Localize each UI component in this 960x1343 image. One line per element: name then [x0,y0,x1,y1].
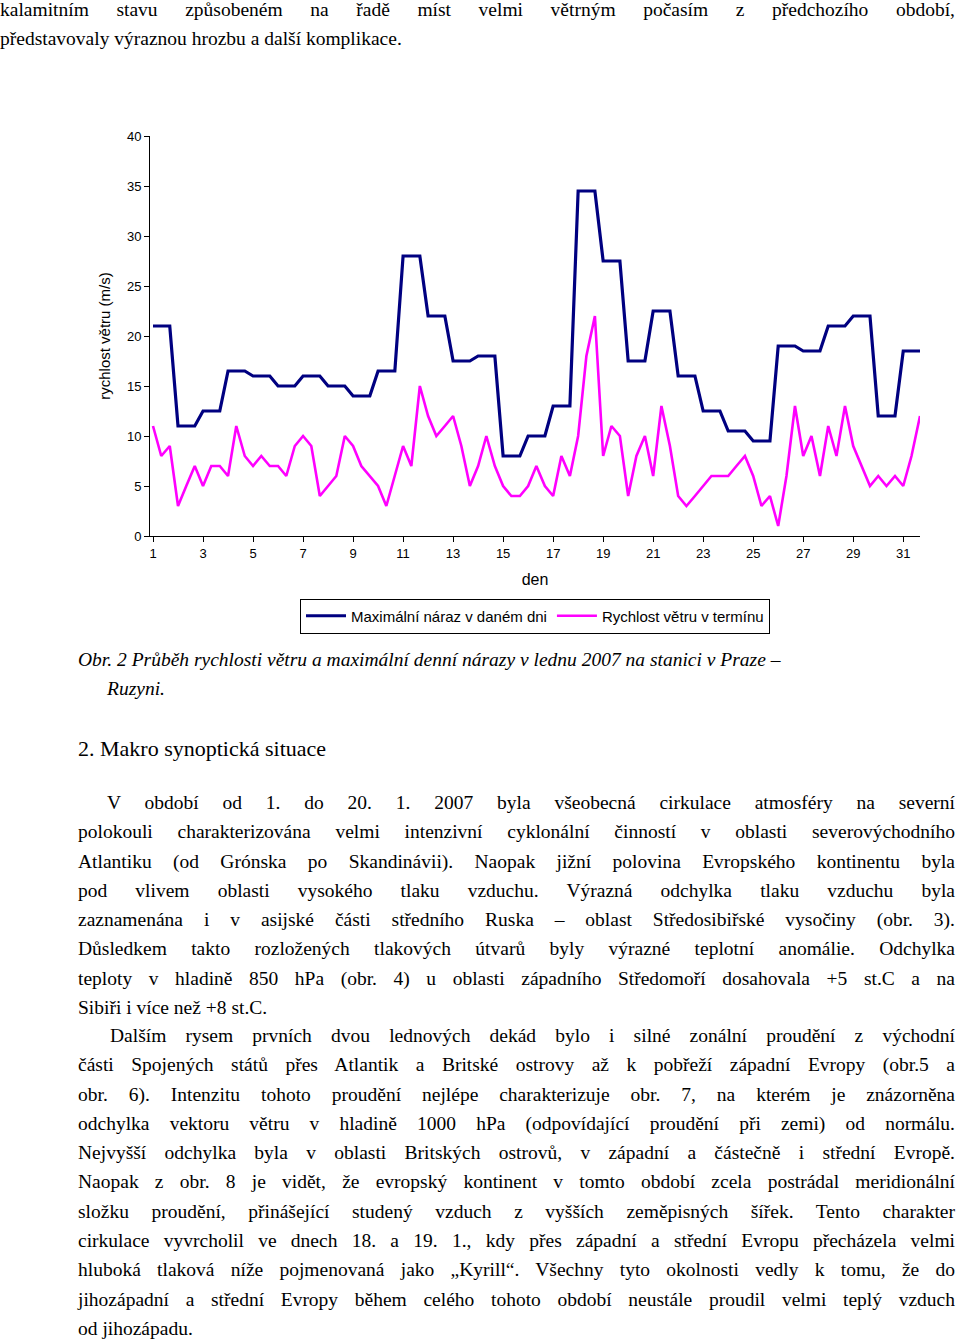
html-text:části Spojených států přes Atl: části Spojených států přes Atlantik a Br… [78,1054,955,1076]
svg-text:29: 29 [846,546,860,561]
html-text:teploty v hladině 850 hPa (obr: teploty v hladině 850 hPa (obr. 4) u obl… [78,967,955,989]
svg-text:31: 31 [896,546,910,561]
html-text:2. Makro synoptická situace: 2. Makro synoptická situace [78,736,327,761]
html-text:Obr. 2 Průběh rychlosti větru: Obr. 2 Průběh rychlosti větru a maximáln… [78,649,781,670]
html-text:Nejvyšší odchylka byla v oblas: Nejvyšší odchylka byla v oblasti Britský… [78,1142,955,1164]
html-text:hluboká tlaková níže pojmenova: hluboká tlaková níže pojmenovaná jako „K… [78,1259,955,1281]
html-text:kalamitním stavu způsobeném na: kalamitním stavu způsobeném na řadě míst… [0,0,955,20]
svg-text:40: 40 [127,129,141,144]
html-text:zaznamenána i v asijské části: zaznamenána i v asijské části středního … [78,909,955,931]
svg-text:11: 11 [396,546,410,561]
svg-text:17: 17 [546,546,560,561]
svg-text:27: 27 [796,546,810,561]
svg-text:25: 25 [127,279,141,294]
svg-text:3: 3 [199,546,206,561]
html-text:složku proudění, přinášející s: složku proudění, přinášející studený vzd… [78,1200,955,1222]
svg-text:9: 9 [349,546,356,561]
svg-text:7: 7 [299,546,306,561]
svg-text:5: 5 [249,546,256,561]
html-text:Naopak z obr. 8 je vidět, že e: Naopak z obr. 8 je vidět, že evropský ko… [78,1171,955,1193]
html-text:V období od 1. do 20. 1. 2007: V období od 1. do 20. 1. 2007 byla všeob… [107,792,955,813]
html-text:jihozápadní a střední Evropy b: jihozápadní a střední Evropy během celéh… [78,1288,955,1310]
svg-text:15: 15 [127,379,141,394]
svg-text:13: 13 [446,546,460,561]
svg-text:19: 19 [596,546,610,561]
html-text:představovaly výraznou hrozbu: představovaly výraznou hrozbu a další ko… [0,28,402,50]
svg-text:15: 15 [496,546,510,561]
svg-text:1: 1 [149,546,156,561]
svg-text:23: 23 [696,546,710,561]
svg-text:25: 25 [746,546,760,561]
svg-text:35: 35 [127,179,141,194]
html-text:Důsledkem takto rozložených tl: Důsledkem takto rozložených tlakových út… [78,938,955,960]
svg-text:20: 20 [127,329,141,344]
svg-text:30: 30 [127,229,141,244]
html-text:pod vlivem oblasti vysokého tl: pod vlivem oblasti vysokého tlaku vzduch… [78,879,955,901]
html-text:Ruzyni.: Ruzyni. [107,678,165,700]
html-text:polokouli charakterizována vel: polokouli charakterizována velmi intenzi… [78,821,955,843]
svg-text:21: 21 [646,546,660,561]
svg-text:rychlost větru (m/s): rychlost větru (m/s) [96,272,113,400]
html-text:od jihozápadu.: od jihozápadu. [78,1318,193,1339]
html-text:Sibiři i více než +8 st.C.: Sibiři i více než +8 st.C. [78,997,268,1019]
html-text:Atlantiku (od Grónska po Skand: Atlantiku (od Grónska po Skandinávii). N… [78,850,955,872]
html-text:cirkulace vyvrcholil ve dnech: cirkulace vyvrcholil ve dnech 18. a 19. … [78,1230,955,1252]
svg-text:den: den [522,571,549,588]
html-text:obr. 6). Intenzitu tohoto prou: obr. 6). Intenzitu tohoto proudění nejlé… [78,1083,955,1105]
html-text:Dalším rysem prvních dvou ledn: Dalším rysem prvních dvou lednových deká… [110,1025,955,1046]
svg-text:10: 10 [127,429,141,444]
svg-text:0: 0 [134,529,141,544]
svg-text:Rychlost větru v termínu: Rychlost větru v termínu [602,608,764,625]
svg-text:Maximální náraz v daném dni: Maximální náraz v daném dni [351,608,547,625]
html-text:odchylka vektoru větru v hladi: odchylka vektoru větru v hladině 1000 hP… [78,1112,955,1134]
svg-text:5: 5 [134,479,141,494]
